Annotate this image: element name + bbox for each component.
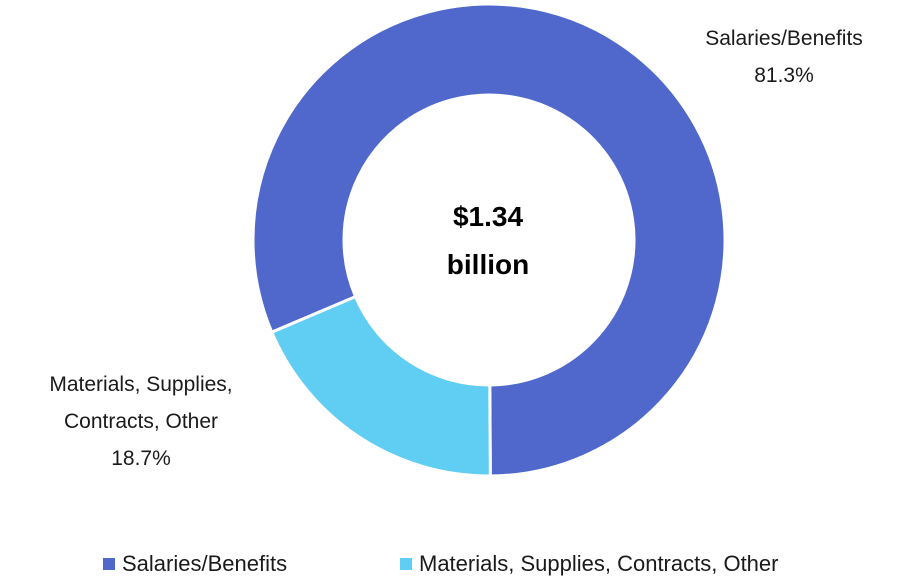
legend-swatch-salaries-benefits xyxy=(103,558,115,570)
legend-label-materials: Materials, Supplies, Contracts, Other xyxy=(419,551,778,576)
slice-salaries-benefits xyxy=(251,2,727,478)
slice-value-materials: 18.7% xyxy=(111,447,171,470)
donut-slices xyxy=(251,2,727,478)
center-label-line-2: billion xyxy=(447,249,529,280)
slice-label-salaries-benefits: Salaries/Benefits xyxy=(705,27,863,50)
slice-label-materials-line-1: Materials, Supplies, xyxy=(49,373,232,396)
slice-value-salaries-benefits: 81.3% xyxy=(754,64,814,87)
center-label-line-1: $1.34 xyxy=(453,201,523,232)
legend: Salaries/Benefits Materials, Supplies, C… xyxy=(103,551,778,576)
legend-label-salaries-benefits: Salaries/Benefits xyxy=(122,551,287,576)
slice-materials-supplies-contracts-other xyxy=(269,294,492,478)
legend-swatch-materials xyxy=(400,558,412,570)
slice-label-materials-line-2: Contracts, Other xyxy=(64,410,218,433)
